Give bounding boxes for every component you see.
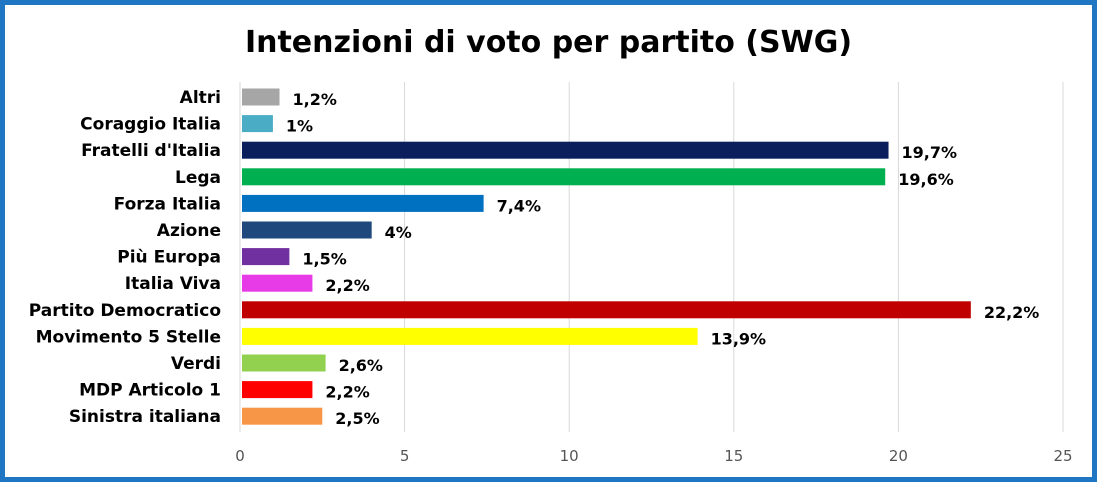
- x-tick-label: 20: [889, 447, 908, 465]
- data-label: 19,6%: [898, 170, 954, 189]
- bar: [242, 221, 372, 239]
- category-label: Movimento 5 Stelle: [36, 327, 221, 347]
- bar: [242, 354, 326, 372]
- bar: [242, 141, 889, 159]
- data-label: 1,2%: [293, 90, 337, 109]
- category-label: Italia Viva: [125, 274, 221, 294]
- category-label: MDP Articolo 1: [79, 381, 221, 401]
- chart-title: Intenzioni di voto per partito (SWG): [244, 25, 853, 60]
- data-label: 2,2%: [325, 276, 369, 295]
- gridlines: [239, 82, 1064, 432]
- data-label: 2,5%: [335, 409, 379, 428]
- bar: [242, 381, 313, 399]
- data-label: 13,9%: [711, 329, 767, 348]
- data-label: 1,5%: [302, 250, 346, 269]
- bar: [242, 248, 290, 266]
- category-label: Verdi: [171, 354, 221, 374]
- bar: [242, 88, 280, 106]
- bar: [242, 194, 484, 212]
- bar: [242, 115, 273, 133]
- x-tick-label: 5: [400, 447, 410, 465]
- category-label: Lega: [175, 168, 221, 188]
- bar: [242, 327, 698, 345]
- x-tick-label: 15: [724, 447, 743, 465]
- bar: [242, 274, 313, 292]
- category-label: Più Europa: [117, 248, 221, 268]
- data-label: 2,2%: [325, 383, 369, 402]
- bars: [242, 88, 971, 425]
- category-label: Fratelli d'Italia: [81, 141, 221, 161]
- data-label: 22,2%: [984, 303, 1040, 322]
- data-label: 1%: [286, 117, 313, 136]
- category-label: Partito Democratico: [29, 301, 221, 321]
- bar: [242, 168, 886, 186]
- category-label: Coraggio Italia: [80, 115, 221, 135]
- bar: [242, 407, 323, 425]
- category-label: Azione: [157, 221, 221, 241]
- data-label: 2,6%: [339, 356, 383, 375]
- data-label: 19,7%: [902, 143, 958, 162]
- data-label: 7,4%: [497, 196, 541, 215]
- category-label: Altri: [180, 88, 221, 108]
- bar: [242, 301, 971, 319]
- labels: 0 5 10 15 20 25 Altri 1,2% Coraggio Italia 1% Frat…: [29, 88, 1073, 465]
- x-tick-label: 0: [235, 447, 245, 465]
- data-label: 4%: [385, 223, 412, 242]
- category-label: Sinistra italiana: [69, 407, 221, 427]
- category-label: Forza Italia: [114, 194, 221, 214]
- x-tick-label: 25: [1053, 447, 1072, 465]
- x-tick-label: 10: [560, 447, 579, 465]
